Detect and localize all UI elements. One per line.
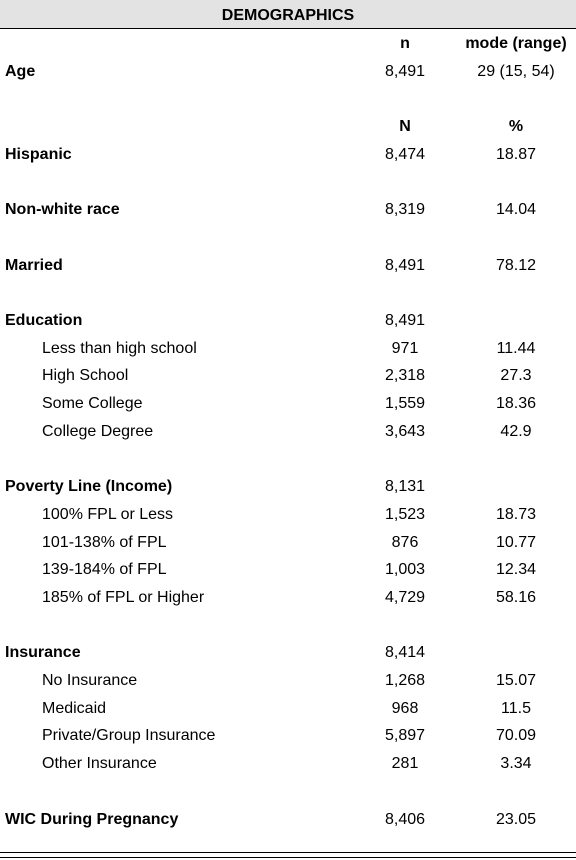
value-cell: 12.34 bbox=[495, 561, 537, 579]
n-cell: 4,729 bbox=[384, 588, 426, 606]
table-title: DEMOGRAPHICS bbox=[221, 7, 355, 24]
row-label: High School bbox=[42, 367, 129, 385]
n-cell: 8,491 bbox=[384, 311, 426, 329]
row-label: Hispanic bbox=[5, 145, 72, 163]
column-header: n bbox=[400, 35, 410, 52]
row-label: Married bbox=[5, 256, 63, 274]
row-label: Education bbox=[5, 311, 83, 329]
n-cell: 1,523 bbox=[384, 505, 426, 523]
n-cell: 3,643 bbox=[384, 422, 426, 440]
row-label: 185% of FPL or Higher bbox=[42, 588, 205, 606]
n-cell: 1,559 bbox=[384, 395, 426, 412]
value-cell: 58.16 bbox=[495, 588, 537, 606]
bottom-rule bbox=[0, 857, 576, 858]
value-cell: 18.73 bbox=[495, 505, 537, 523]
value-cell: 70.09 bbox=[495, 727, 537, 745]
value-cell: 23.05 bbox=[495, 810, 537, 828]
row-label: College Degree bbox=[42, 422, 154, 440]
row-label: 139-184% of FPL bbox=[42, 561, 167, 579]
row-label: 100% FPL or Less bbox=[42, 505, 174, 523]
value-cell: 27.3 bbox=[500, 367, 532, 385]
column-header: mode (range) bbox=[465, 35, 567, 52]
row-label: Private/Group Insurance bbox=[42, 727, 216, 745]
value-cell: 10.77 bbox=[495, 533, 537, 551]
row-label: 101-138% of FPL bbox=[42, 533, 167, 551]
value-cell: 15.07 bbox=[495, 672, 537, 689]
value-cell: 11.44 bbox=[496, 339, 536, 357]
n-cell: 8,319 bbox=[384, 201, 426, 219]
value-cell: 14.04 bbox=[495, 201, 537, 219]
row-label: Insurance bbox=[5, 644, 81, 662]
value-cell: 3.34 bbox=[500, 755, 532, 773]
n-cell: 281 bbox=[391, 755, 419, 773]
row-label: Some College bbox=[42, 395, 143, 412]
column-header: % bbox=[508, 118, 524, 135]
value-cell: 11.5 bbox=[501, 699, 531, 717]
row-label: Poverty Line (Income) bbox=[5, 478, 173, 496]
n-cell: 8,491 bbox=[384, 256, 426, 274]
value-cell: 42.9 bbox=[500, 422, 532, 440]
row-label: WIC During Pregnancy bbox=[5, 810, 179, 828]
n-cell: 2,318 bbox=[384, 367, 426, 385]
row-label: Non-white race bbox=[5, 201, 120, 219]
n-cell: 8,406 bbox=[384, 810, 426, 828]
n-cell: 8,474 bbox=[384, 145, 426, 163]
n-cell: 1,003 bbox=[384, 561, 426, 579]
n-cell: 1,268 bbox=[384, 672, 426, 689]
n-cell: 8,491 bbox=[384, 63, 426, 80]
row-label: Age bbox=[5, 63, 36, 80]
row-label: Less than high school bbox=[42, 339, 197, 357]
row-label: Other Insurance bbox=[42, 755, 157, 773]
value-cell: 18.36 bbox=[495, 395, 537, 412]
n-cell: 8,414 bbox=[384, 644, 426, 662]
column-header: N bbox=[399, 118, 411, 135]
value-cell: 29 (15, 54) bbox=[477, 63, 555, 80]
row-label: No Insurance bbox=[42, 672, 138, 689]
n-cell: 5,897 bbox=[384, 727, 426, 745]
value-cell: 18.87 bbox=[495, 145, 537, 163]
header-band bbox=[0, 0, 576, 29]
bottom-rule bbox=[0, 852, 576, 853]
row-label: Medicaid bbox=[42, 699, 107, 717]
value-cell: 78.12 bbox=[495, 256, 537, 274]
n-cell: 876 bbox=[391, 533, 419, 551]
n-cell: 8,131 bbox=[384, 478, 426, 496]
n-cell: 968 bbox=[391, 699, 419, 717]
n-cell: 971 bbox=[391, 339, 419, 357]
